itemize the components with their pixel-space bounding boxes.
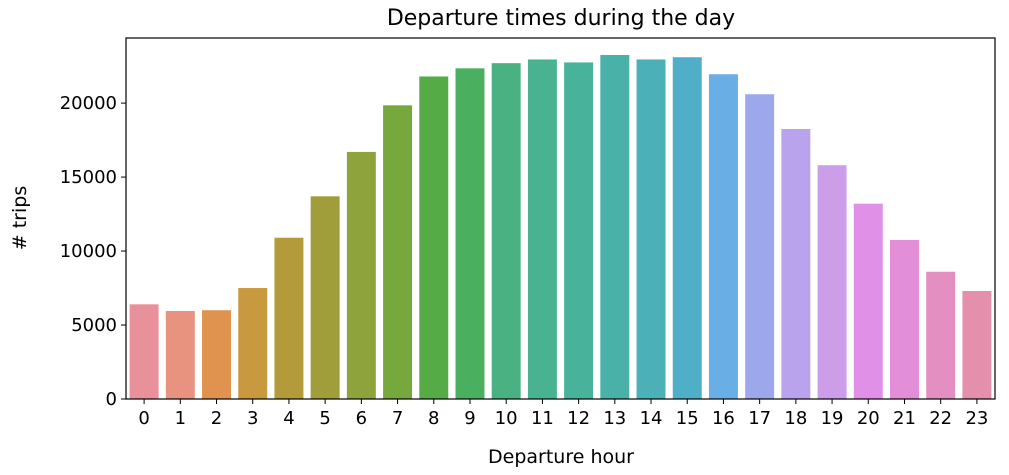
- x-tick-label: 19: [821, 408, 844, 429]
- bar-hour-1: [165, 310, 195, 399]
- plot-frame: [125, 37, 996, 400]
- bar-hour-9: [455, 68, 485, 399]
- bar-hour-23: [962, 291, 992, 399]
- chart-title: Departure times during the day: [387, 6, 735, 31]
- y-axis-label: # trips: [9, 186, 31, 250]
- x-tick-label: 12: [567, 408, 590, 429]
- bar-hour-10: [491, 63, 521, 400]
- x-tick-label: 7: [392, 408, 403, 429]
- x-tick-label: 3: [247, 408, 258, 429]
- y-tick-label: 5000: [71, 315, 117, 336]
- bar-hour-8: [419, 76, 449, 399]
- y-axis: 0 5000 10000 15000 20000: [60, 93, 126, 410]
- x-tick-label: 11: [531, 408, 554, 429]
- x-tick-label: 23: [965, 408, 988, 429]
- bar-hour-12: [564, 62, 594, 399]
- x-tick-label: 10: [495, 408, 518, 429]
- y-tick-label: 10000: [60, 241, 117, 262]
- x-axis: 0 1 2 3 4 5 6 7 8 9 10 11 12 13 14 15 16 17 18 19 20 21 22 23: [138, 399, 988, 429]
- x-tick-label: 8: [428, 408, 439, 429]
- x-tick-label: 2: [211, 408, 222, 429]
- bar-hour-14: [636, 59, 666, 399]
- x-tick-label: 18: [784, 408, 807, 429]
- x-tick-label: 4: [283, 408, 294, 429]
- x-axis-label: Departure hour: [488, 446, 634, 468]
- bar-hour-16: [708, 74, 738, 399]
- x-tick-label: 13: [603, 408, 626, 429]
- x-tick-label: 21: [893, 408, 916, 429]
- x-tick-label: 16: [712, 408, 735, 429]
- bar-hour-0: [129, 304, 159, 399]
- bar-hour-7: [383, 105, 413, 399]
- x-tick-label: 0: [138, 408, 149, 429]
- x-tick-label: 14: [640, 408, 663, 429]
- x-tick-label: 20: [857, 408, 880, 429]
- bar-hour-15: [672, 57, 702, 399]
- bar-hour-3: [238, 288, 268, 399]
- bar-hour-22: [926, 271, 956, 399]
- bar-hour-17: [745, 94, 775, 399]
- bar-hour-11: [527, 59, 557, 399]
- bar-hour-4: [274, 237, 304, 399]
- x-tick-label: 6: [356, 408, 367, 429]
- bar-hour-2: [202, 310, 232, 399]
- x-tick-label: 1: [175, 408, 186, 429]
- bar-hour-5: [310, 196, 340, 399]
- x-tick-label: 9: [464, 408, 475, 429]
- bar-hour-20: [853, 203, 883, 399]
- bar-hour-18: [781, 128, 811, 400]
- x-tick-label: 22: [929, 408, 952, 429]
- bar-hour-6: [346, 151, 376, 399]
- y-tick-label: 0: [106, 389, 117, 410]
- y-tick-label: 15000: [60, 167, 117, 188]
- x-tick-label: 5: [319, 408, 330, 429]
- bars-group: [129, 55, 992, 400]
- y-tick-label: 20000: [60, 93, 117, 114]
- bar-hour-21: [890, 239, 919, 399]
- x-tick-label: 15: [676, 408, 699, 429]
- x-tick-label: 17: [748, 408, 771, 429]
- bar-hour-19: [817, 165, 847, 399]
- bar-hour-13: [600, 55, 630, 399]
